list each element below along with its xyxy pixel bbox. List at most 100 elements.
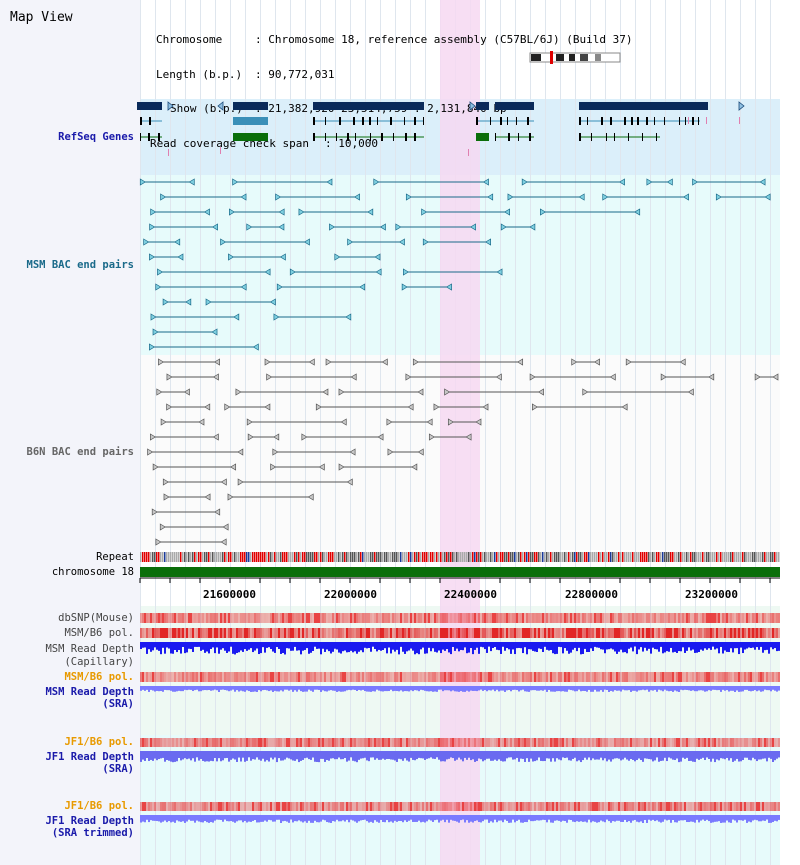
polymorphism-cell bbox=[754, 613, 756, 623]
ideogram-band bbox=[595, 54, 601, 61]
polymorphism-cell bbox=[734, 628, 736, 638]
repeat-element bbox=[704, 552, 706, 562]
jf1-b6-pol-track-label[interactable]: JF1/B6 pol. bbox=[64, 736, 134, 748]
polymorphism-cell bbox=[314, 672, 316, 682]
msm-b6-pol-track-label[interactable]: MSM/B6 pol. bbox=[64, 627, 134, 639]
read-depth-bar bbox=[418, 815, 420, 821]
polymorphism-cell bbox=[696, 672, 698, 682]
read-depth-bar bbox=[494, 686, 496, 692]
polymorphism-cell bbox=[456, 802, 458, 811]
read-depth-bar bbox=[400, 751, 402, 760]
polymorphism-cell bbox=[532, 802, 534, 811]
polymorphism-cell bbox=[614, 613, 616, 623]
chromosome-ideogram[interactable] bbox=[0, 0, 800, 70]
read-depth-bar bbox=[240, 686, 242, 691]
polymorphism-cell bbox=[432, 613, 434, 623]
polymorphism-cell bbox=[776, 613, 778, 623]
polymorphism-cell bbox=[724, 738, 726, 747]
dbsnp-track-label[interactable]: dbSNP(Mouse) bbox=[58, 612, 134, 624]
polymorphism-cell bbox=[420, 613, 422, 623]
polymorphism-cell bbox=[634, 738, 636, 747]
polymorphism-cell bbox=[384, 628, 386, 638]
jf1-b6-pol-2-track-label[interactable]: JF1/B6 pol. bbox=[64, 800, 134, 812]
polymorphism-cell bbox=[430, 738, 432, 747]
msm-read-depth-capillary-label-1[interactable]: MSM Read Depth bbox=[45, 643, 134, 655]
read-depth-bar bbox=[298, 751, 300, 763]
b6n-bac-track-label[interactable]: B6N BAC end pairs bbox=[26, 446, 134, 458]
repeat-element bbox=[408, 552, 410, 562]
polymorphism-cell bbox=[498, 802, 500, 811]
polymorphism-cell bbox=[186, 802, 188, 811]
polymorphism-cell bbox=[252, 802, 254, 811]
polymorphism-cell bbox=[208, 672, 210, 682]
polymorphism-cell bbox=[184, 628, 186, 638]
read-depth-bar bbox=[206, 815, 208, 823]
bac-end-marker bbox=[403, 268, 410, 276]
polymorphism-cell bbox=[670, 672, 672, 682]
read-depth-bar bbox=[562, 751, 564, 758]
read-depth-bar bbox=[536, 815, 538, 821]
polymorphism-cell bbox=[598, 613, 600, 623]
refseq-track-label[interactable]: RefSeq Genes bbox=[58, 131, 134, 143]
polymorphism-cell bbox=[270, 672, 272, 682]
bac-end-marker bbox=[487, 193, 494, 201]
read-depth-bar bbox=[186, 751, 188, 760]
polymorphism-cell bbox=[382, 672, 384, 682]
repeat-element bbox=[520, 552, 522, 562]
read-depth-bar bbox=[186, 642, 188, 653]
polymorphism-cell bbox=[164, 628, 166, 638]
bac-end-marker bbox=[204, 403, 211, 411]
read-depth-bar bbox=[554, 642, 556, 655]
grid-line bbox=[755, 0, 756, 865]
polymorphism-cell bbox=[140, 672, 142, 682]
read-depth-bar bbox=[248, 642, 250, 650]
read-depth-bar bbox=[162, 642, 164, 648]
jf1-read-depth-trimmed-label-1[interactable]: JF1 Read Depth bbox=[45, 815, 134, 827]
polymorphism-cell bbox=[396, 802, 398, 811]
read-depth-bar bbox=[392, 751, 394, 760]
polymorphism-cell bbox=[666, 802, 668, 811]
msm-read-depth-sra-label-1[interactable]: MSM Read Depth bbox=[45, 686, 134, 698]
repeat-element bbox=[142, 552, 144, 562]
polymorphism-cell bbox=[648, 628, 650, 638]
read-depth-bar bbox=[604, 815, 606, 823]
polymorphism-cell bbox=[156, 802, 158, 811]
read-depth-bar bbox=[778, 815, 780, 820]
read-depth-bar bbox=[588, 642, 590, 653]
read-depth-bar bbox=[338, 815, 340, 822]
polymorphism-cell bbox=[220, 738, 222, 747]
read-depth-bar bbox=[342, 815, 344, 821]
polymorphism-cell bbox=[146, 613, 148, 623]
jf1-read-depth-label-1[interactable]: JF1 Read Depth bbox=[45, 751, 134, 763]
read-depth-bar bbox=[176, 686, 178, 692]
bac-end-marker bbox=[278, 223, 285, 231]
read-depth-bar bbox=[192, 642, 194, 652]
polymorphism-cell bbox=[574, 628, 576, 638]
polymorphism-cell bbox=[540, 802, 542, 811]
read-depth-bar bbox=[152, 642, 154, 651]
read-depth-bar bbox=[716, 686, 718, 691]
polymorphism-cell bbox=[342, 802, 344, 811]
polymorphism-cell bbox=[338, 802, 340, 811]
read-depth-bar bbox=[664, 751, 666, 758]
polymorphism-cell bbox=[590, 672, 592, 682]
msm-b6-pol-2-track-label[interactable]: MSM/B6 pol. bbox=[64, 671, 134, 683]
polymorphism-cell bbox=[540, 672, 542, 682]
polymorphism-cell bbox=[344, 672, 346, 682]
selected-region-highlight[interactable] bbox=[440, 0, 480, 865]
polymorphism-cell bbox=[546, 672, 548, 682]
read-depth-bar bbox=[272, 815, 274, 822]
polymorphism-cell bbox=[304, 738, 306, 747]
read-depth-bar bbox=[626, 751, 628, 760]
read-depth-bar bbox=[174, 751, 176, 762]
polymorphism-cell bbox=[176, 628, 178, 638]
read-depth-bar bbox=[514, 815, 516, 823]
polymorphism-cell bbox=[558, 802, 560, 811]
read-depth-bar bbox=[318, 686, 320, 690]
repeat-element bbox=[384, 552, 386, 562]
polymorphism-cell bbox=[688, 672, 690, 682]
gene-exon bbox=[158, 133, 160, 141]
msm-bac-track-label[interactable]: MSM BAC end pairs bbox=[26, 259, 134, 271]
read-depth-bar bbox=[678, 642, 680, 652]
